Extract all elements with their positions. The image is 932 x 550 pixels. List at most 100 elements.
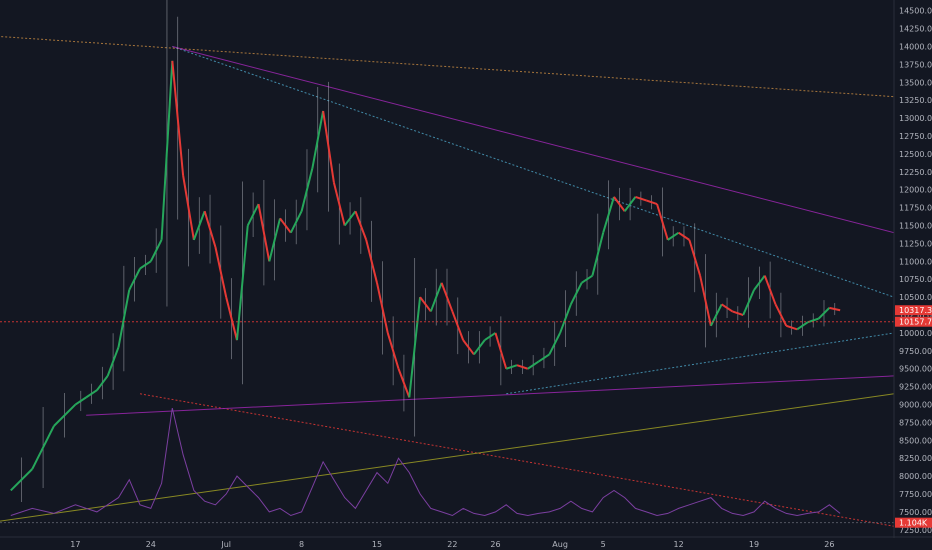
price-tick-label: 14250.00 [899, 25, 932, 34]
price-badge-label: 1.104K [899, 519, 928, 528]
time-axis-panel[interactable] [0, 538, 932, 550]
price-segment [829, 306, 841, 312]
trendline [0, 36, 895, 98]
price-segment [678, 231, 690, 241]
price-segment [742, 289, 755, 316]
price-tick-label: 9500.00 [899, 365, 932, 374]
price-segment [753, 275, 766, 291]
price-segment [289, 210, 303, 234]
price-segment [591, 232, 605, 276]
price-segment [494, 332, 508, 370]
price-segment [343, 210, 357, 227]
price-segment [246, 203, 260, 226]
price-segment [699, 275, 712, 326]
price-segment [602, 196, 615, 233]
price-segment [763, 275, 777, 305]
time-tick-label: 15 [372, 540, 382, 549]
price-segment [581, 274, 593, 284]
price-segment [85, 389, 98, 399]
price-segment [171, 60, 185, 176]
price-badge-label: 10157.75 [899, 318, 932, 327]
time-tick-label: 26 [490, 540, 500, 549]
time-tick-label: 5 [601, 540, 606, 549]
price-segment [516, 364, 529, 370]
price-segment [376, 282, 389, 334]
time-tick-label: Jul [220, 540, 231, 549]
price-segment [440, 282, 454, 312]
price-tick-label: 8500.00 [899, 436, 932, 445]
price-segment [569, 282, 583, 305]
price-tick-label: 11250.00 [899, 239, 932, 248]
time-tick-label: 24 [146, 540, 156, 549]
volume-line [10, 407, 841, 517]
price-tick-label: 9000.00 [899, 401, 932, 410]
price-segment [408, 297, 422, 398]
price-segment [656, 203, 669, 241]
price-segment [774, 303, 788, 327]
price-tick-label: 10000.00 [899, 329, 932, 338]
price-tick-label: 7500.00 [899, 508, 932, 517]
price-segment [235, 225, 249, 341]
price-tick-label: 8000.00 [899, 472, 932, 481]
time-tick-label: 17 [70, 540, 80, 549]
price-tick-label: 12500.00 [899, 150, 932, 159]
price-segment [817, 307, 831, 320]
price-segment [732, 310, 744, 316]
price-layer [10, 0, 841, 502]
price-segment [182, 175, 195, 241]
price-tick-label: 11000.00 [899, 257, 932, 266]
price-segment [117, 289, 131, 348]
price-segment [96, 375, 109, 391]
price-tick-label: 8750.00 [899, 418, 932, 427]
price-segment [365, 239, 378, 284]
price-segment [106, 346, 120, 377]
price-segment [214, 246, 228, 298]
hlines-layer [0, 321, 894, 524]
trendline [172, 46, 895, 234]
price-segment [268, 218, 282, 262]
price-segment [74, 396, 87, 406]
price-segment [721, 303, 733, 313]
price-tick-label: 8250.00 [899, 454, 932, 463]
price-segment [645, 199, 658, 206]
price-segment [322, 110, 335, 183]
price-segment [484, 332, 497, 341]
price-tick-label: 7750.00 [899, 490, 932, 499]
price-segment [419, 296, 432, 313]
price-segment [128, 268, 141, 291]
price-segment [559, 303, 572, 334]
price-segment [688, 239, 702, 276]
time-tick-label: 8 [299, 540, 304, 549]
price-tick-label: 9750.00 [899, 347, 932, 356]
trendline [172, 46, 895, 298]
price-tick-label: 13500.00 [899, 78, 932, 87]
price-segment [149, 239, 163, 262]
price-segment [796, 321, 809, 331]
price-segment [139, 260, 152, 270]
price-segment [279, 217, 292, 234]
price-tick-label: 13250.00 [899, 96, 932, 105]
price-segment [160, 60, 174, 240]
price-segment [473, 339, 486, 356]
price-tick-label: 12250.00 [899, 168, 932, 177]
price-axis-panel[interactable] [895, 0, 932, 537]
price-segment [548, 332, 561, 355]
price-tick-label: 11750.00 [899, 204, 932, 213]
price-tick-label: 12000.00 [899, 186, 932, 195]
price-tick-label: 10500.00 [899, 293, 932, 302]
price-segment [397, 368, 411, 398]
trendline [86, 375, 895, 416]
price-segment [613, 196, 626, 212]
price-segment [311, 110, 325, 169]
price-segment [538, 353, 550, 363]
trendline [0, 393, 895, 522]
price-segment [785, 324, 798, 331]
price-segment [386, 332, 400, 370]
time-tick-label: Aug [552, 540, 568, 549]
price-badge-label: 10317.31 [899, 306, 932, 315]
price-segment [709, 303, 723, 327]
price-tick-label: 12750.00 [899, 132, 932, 141]
price-tick-label: 14000.00 [899, 43, 932, 52]
